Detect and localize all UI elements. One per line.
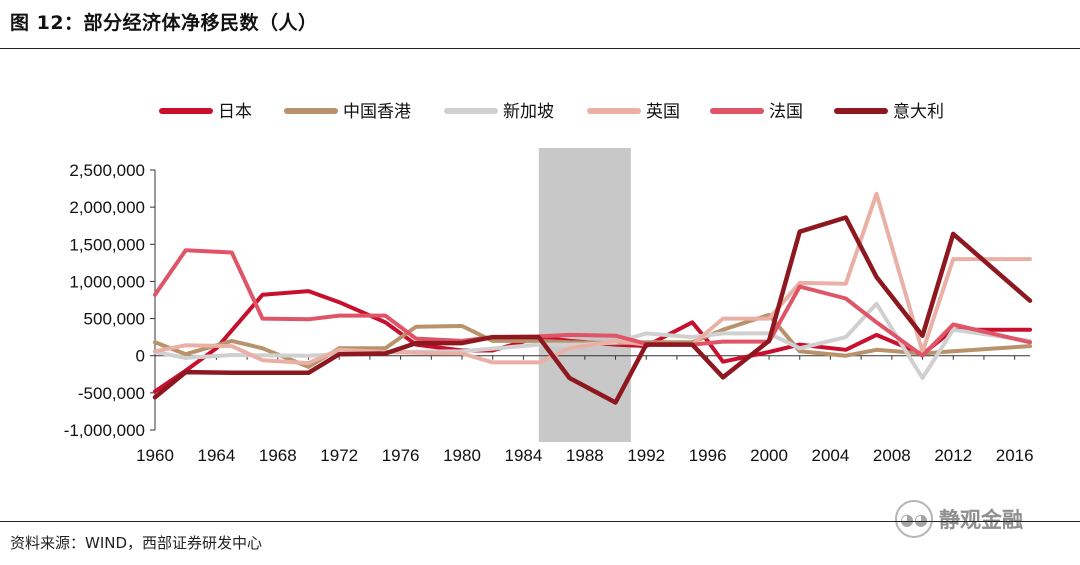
- y-tick-label: -1,000,000: [64, 421, 145, 440]
- x-tick-label: 2000: [750, 446, 788, 465]
- x-tick-label: 1996: [689, 446, 727, 465]
- x-tick-label: 2016: [996, 446, 1034, 465]
- legend-label: 意大利: [893, 102, 944, 122]
- top-rule: [0, 48, 1080, 49]
- watermark-text: 静观金融: [939, 508, 1023, 532]
- x-tick-label: 1980: [443, 446, 481, 465]
- series-line-意大利: [152, 215, 1033, 405]
- y-tick-label: 2,500,000: [69, 161, 145, 180]
- x-tick-label: 1988: [566, 446, 604, 465]
- source-note: 资料来源：WIND，西部证券研发中心: [10, 534, 263, 552]
- y-tick-label: 500,000: [84, 310, 145, 329]
- x-tick-label: 1992: [627, 446, 665, 465]
- y-tick-label: 2,000,000: [69, 198, 145, 217]
- x-tick-label: 1968: [259, 446, 297, 465]
- legend-label: 中国香港: [343, 102, 411, 122]
- y-tick-label: 0: [136, 347, 145, 366]
- series-line-英国: [153, 191, 1032, 366]
- series-line-法国: [153, 248, 1032, 358]
- legend: 日本 中国香港 新加坡 英国 法国 意大利: [159, 102, 944, 122]
- legend-label: 英国: [646, 102, 680, 122]
- legend-label: 日本: [218, 102, 252, 122]
- shaded-region-layer: [538, 148, 631, 442]
- watermark: ◕◕ 静观金融: [895, 500, 1023, 538]
- series-layer: [152, 191, 1033, 405]
- x-tick-label: 1960: [136, 446, 174, 465]
- x-tick-label: 2008: [873, 446, 911, 465]
- shaded-region: [538, 148, 631, 442]
- bottom-rule: [0, 521, 1080, 522]
- line-chart: -1,000,000 -500,000 0 500,000 1,000,000 1,500…: [64, 102, 1034, 465]
- legend-label: 新加坡: [503, 102, 554, 122]
- legend-label: 法国: [769, 102, 803, 122]
- figure-title: 图 12：部分经济体净移民数（人）: [10, 12, 318, 34]
- x-tick-label: 1964: [197, 446, 235, 465]
- y-tick-label: 1,500,000: [69, 235, 145, 254]
- y-tick-label: 1,000,000: [69, 272, 145, 291]
- x-tick-label: 1984: [505, 446, 543, 465]
- x-tick-label: 2012: [934, 446, 972, 465]
- x-tick-label: 2004: [812, 446, 850, 465]
- x-tick-label: 1976: [382, 446, 420, 465]
- axis-layer: -1,000,000 -500,000 0 500,000 1,000,000 1,500…: [64, 161, 1034, 465]
- x-tick-label: 1972: [320, 446, 358, 465]
- series-line-新加坡: [153, 301, 1032, 380]
- wechat-icon: ◕◕: [895, 500, 933, 538]
- y-tick-label: -500,000: [78, 384, 145, 403]
